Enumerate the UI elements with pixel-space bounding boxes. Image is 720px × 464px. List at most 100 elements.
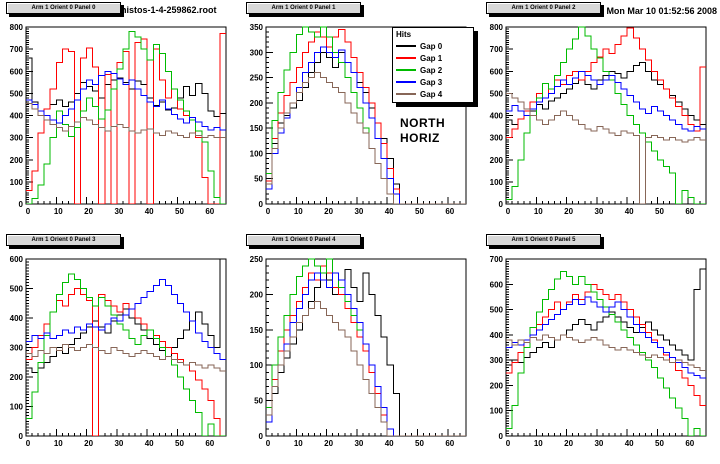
pad-panel-4: 0 50 100 150 200 250 0 10 20 30 40 50 60 Arm 1 Orien… [240,232,480,464]
legend-title: Hits [396,30,412,39]
series-gap-1 [266,29,466,204]
y-axis-tick-label: 400 [490,112,504,121]
series-gap-2 [26,30,226,204]
pad-panel-5: 0 100 200 300 400 500 600 700 0 10 20 30 40 50 60 Arm … [480,232,720,464]
x-axis-tick-label: 50 [415,207,424,216]
y-axis-tick-label: 0 [499,432,504,441]
x-axis-tick-label: 10 [534,207,543,216]
histogram-plot-3[interactable]: 0 100 200 300 400 500 600 0 10 20 30 40 50 60 [0,232,240,464]
legend-line-sample [396,45,416,47]
legend-entry-label: Gap 2 [420,65,443,75]
pad-title-label-2: Arm 1 Orient 0 Panel 2 [511,5,576,11]
y-axis-tick-label: 400 [10,112,24,121]
x-axis-tick-label: 0 [506,207,511,216]
y-axis-tick-label: 0 [499,200,504,209]
pad-title-bar-3[interactable]: Arm 1 Orient 0 Panel 3 [6,234,121,246]
y-axis-tick-label: 250 [250,255,264,264]
series-gap-4 [506,92,706,204]
pad-title-bar-5[interactable]: Arm 1 Orient 0 Panel 5 [486,234,601,246]
x-axis-tick-label: 60 [205,207,214,216]
y-axis-tick-label: 100 [490,407,504,416]
series-gap-1 [26,288,226,436]
x-axis-tick-label: 30 [354,439,363,448]
y-axis-tick-label: 100 [10,178,24,187]
pad-title-label-3: Arm 1 Orient 0 Panel 3 [31,237,96,243]
series-gap-3 [26,279,226,360]
x-axis-tick-label: 50 [175,439,184,448]
series-gap-2 [26,273,226,436]
plot-frame [265,258,467,437]
x-axis-tick-label: 30 [114,439,123,448]
y-axis-tick-label: 200 [490,156,504,165]
y-axis-tick-label: 200 [490,381,504,390]
legend-entry: Gap 2 [395,64,471,76]
y-axis-tick-label: 100 [490,178,504,187]
legend-entry-label: Gap 4 [420,89,443,99]
series-gap-0 [506,268,706,366]
pad-title-bar-4[interactable]: Arm 1 Orient 0 Panel 4 [246,234,361,246]
histogram-plot-2[interactable]: 0 100 200 300 400 500 600 700 800 0 10 20 30 40 50 60 [480,0,720,232]
legend-entry: Gap 4 [395,88,471,100]
pad-title-bar-0[interactable]: Arm 1 Orient 0 Panel 0 [6,2,121,14]
timestamp: Mon Mar 10 01:52:56 2008 [606,6,717,16]
x-axis-tick-label: 10 [534,439,543,448]
plot-frame [25,26,227,205]
series-gap-3 [506,70,706,132]
legend-entry: Gap 0 [395,40,471,52]
pad-title-bar-1[interactable]: Arm 1 Orient 0 Panel 1 [246,2,361,14]
histogram-plot-4[interactable]: 0 50 100 150 200 250 0 10 20 30 40 50 60 [240,232,480,464]
x-axis-tick-label: 0 [266,207,271,216]
x-axis-tick-label: 40 [625,207,634,216]
legend-entry-label: Gap 1 [420,53,443,63]
y-axis-tick-label: 800 [10,23,24,32]
y-axis-tick-label: 100 [250,361,264,370]
series-gap-2 [266,26,466,204]
x-axis-tick-label: 30 [354,207,363,216]
x-axis-tick-label: 0 [26,439,31,448]
y-axis-tick-label: 600 [10,67,24,76]
series-gap-4 [266,72,466,204]
x-axis-tick-label: 10 [294,207,303,216]
histogram-plot-5[interactable]: 0 100 200 300 400 500 600 700 0 10 20 30 40 50 60 [480,232,720,464]
y-axis-tick-label: 300 [10,344,24,353]
x-axis-tick-label: 0 [26,207,31,216]
y-axis-tick-label: 600 [490,67,504,76]
x-axis-tick-label: 0 [506,439,511,448]
y-axis-tick-label: 400 [490,331,504,340]
series-gap-4 [26,102,226,139]
y-axis-tick-label: 700 [490,255,504,264]
legend-entries: Gap 0 Gap 1 Gap 2 Gap 3 Gap 4 [395,40,471,100]
y-axis-tick-label: 300 [10,134,24,143]
legend-line-sample [396,69,416,71]
x-axis-tick-label: 30 [594,207,603,216]
x-axis-tick-label: 30 [594,439,603,448]
y-axis-tick-label: 250 [250,74,264,83]
y-axis-tick-label: 700 [490,45,504,54]
y-axis-tick-label: 600 [10,255,24,264]
x-axis-tick-label: 10 [54,439,63,448]
legend-line-sample [396,93,416,95]
pad-title-bar-2[interactable]: Arm 1 Orient 0 Panel 2 [486,2,601,14]
series-gap-4 [266,301,466,436]
legend-line-sample [396,81,416,83]
y-axis-tick-label: 0 [19,200,24,209]
series-gap-1 [266,265,466,436]
legend-box[interactable]: Hits Gap 0 Gap 1 Gap 2 Gap 3 Gap 4 [392,27,474,103]
y-axis-tick-label: 350 [250,23,264,32]
x-axis-tick-label: 10 [54,207,63,216]
x-axis-tick-label: 50 [655,207,664,216]
y-axis-tick-label: 150 [250,124,264,133]
series-gap-4 [506,334,706,371]
y-axis-tick-label: 50 [254,397,263,406]
y-axis-tick-label: 200 [250,99,264,108]
x-axis-tick-label: 50 [175,207,184,216]
pad-panel-3: 0 100 200 300 400 500 600 0 10 20 30 40 50 60 Arm 1 O… [0,232,240,464]
y-axis-tick-label: 300 [490,356,504,365]
x-axis-tick-label: 40 [385,439,394,448]
legend-entry: Gap 3 [395,76,471,88]
x-axis-tick-label: 20 [84,439,93,448]
histogram-plot-0[interactable]: 0 100 200 300 400 500 600 700 800 0 10 20 30 40 50 60 [0,0,240,232]
y-axis-tick-label: 200 [10,156,24,165]
y-axis-tick-label: 700 [10,45,24,54]
